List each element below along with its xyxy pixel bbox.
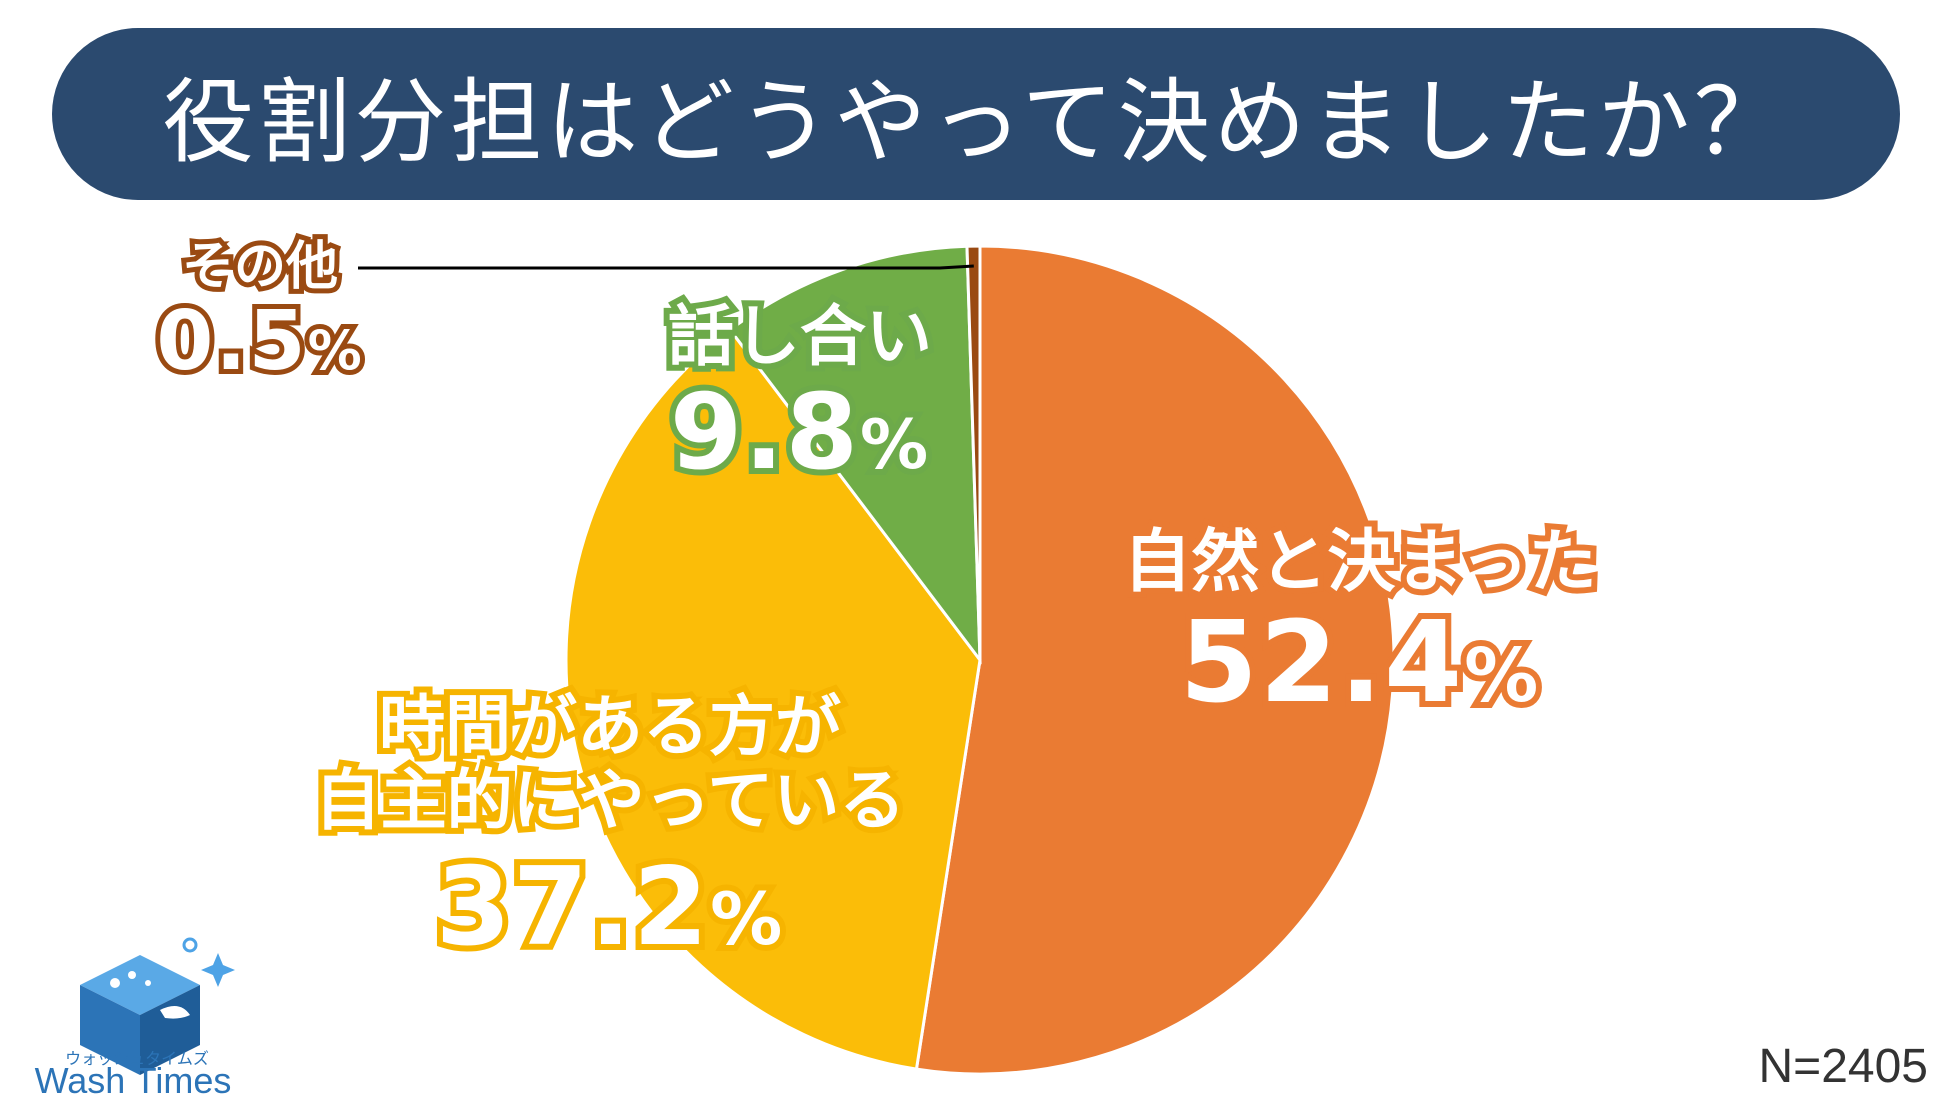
pie-slice-3 [965, 244, 982, 661]
label-slice-natural: 自然と決まった 52.4% [1100, 518, 1620, 732]
label-slice-free-time: 時間がある方が 自主的にやっている 37.2% [260, 684, 960, 974]
label-discussion-value: 9.8% [664, 368, 934, 496]
label-slice-discussion: 話し合い 9.8% [630, 294, 970, 497]
chart-title: 役割分担はどうやって決めましたか？ [162, 68, 1790, 176]
label-free-time-value: 37.2% [430, 841, 789, 974]
label-discussion-name: 話し合い [662, 294, 938, 380]
label-slice-other: その他 0.5% [150, 233, 370, 393]
label-free-time-line1: 時間がある方が [373, 684, 847, 770]
pie-slice-1 [564, 327, 982, 1071]
sample-size: N=2405 [1758, 1040, 1928, 1093]
label-free-time-line2: 自主的にやっている [309, 758, 912, 844]
pie-slice-2 [728, 244, 982, 665]
logo-name: Wash Times [34, 1060, 232, 1101]
label-natural-value: 52.4% [1174, 594, 1545, 731]
pie-slice-0 [914, 244, 1396, 1076]
logo-kana: ウォッシュタイムズ [65, 1049, 209, 1068]
label-natural-name: 自然と決まった [1117, 518, 1602, 606]
leader-line-other [358, 264, 974, 270]
title-bar: 役割分担はどうやって決めましたか？ [52, 28, 1900, 200]
label-other-value: 0.5% [151, 291, 366, 393]
cube-icon [80, 937, 235, 1075]
label-other-name: その他 [177, 233, 343, 302]
